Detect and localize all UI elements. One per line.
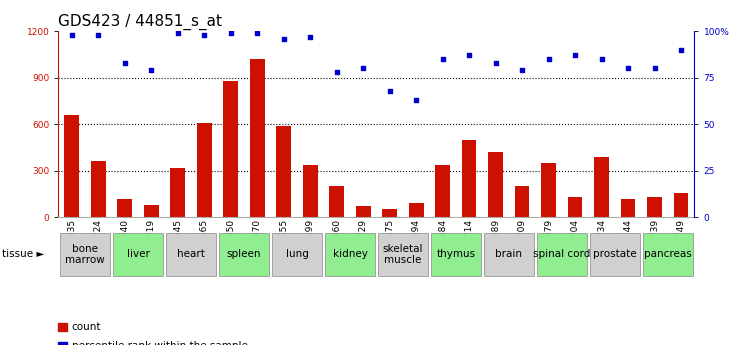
Text: heart: heart: [177, 249, 205, 259]
Bar: [224, 81, 238, 217]
Point: [490, 60, 501, 66]
Bar: [165, 233, 216, 276]
Bar: [197, 122, 211, 217]
Bar: [462, 140, 477, 217]
Text: count: count: [72, 322, 101, 332]
Bar: [382, 209, 397, 217]
Point: [543, 56, 555, 62]
Bar: [648, 197, 662, 217]
Point: [198, 32, 210, 38]
Point: [410, 97, 422, 103]
Text: spinal cord: spinal cord: [534, 249, 591, 259]
Text: kidney: kidney: [333, 249, 368, 259]
Point: [384, 88, 395, 93]
Point: [569, 52, 581, 58]
Point: [675, 47, 687, 52]
Text: spleen: spleen: [227, 249, 261, 259]
Bar: [330, 186, 344, 217]
Bar: [568, 197, 583, 217]
Bar: [91, 161, 105, 217]
Bar: [325, 233, 376, 276]
Bar: [436, 165, 450, 217]
Text: tissue ►: tissue ►: [2, 249, 45, 259]
Text: GDS423 / 44851_s_at: GDS423 / 44851_s_at: [58, 13, 222, 30]
Point: [516, 67, 528, 73]
Point: [145, 67, 157, 73]
Bar: [542, 163, 556, 217]
Bar: [118, 199, 132, 217]
Bar: [113, 233, 164, 276]
Point: [437, 56, 449, 62]
Point: [622, 66, 634, 71]
Bar: [219, 233, 270, 276]
Point: [596, 56, 607, 62]
Bar: [488, 152, 503, 217]
Point: [357, 66, 369, 71]
Bar: [409, 203, 423, 217]
Bar: [64, 115, 79, 217]
Text: lung: lung: [286, 249, 308, 259]
Bar: [537, 233, 588, 276]
Point: [649, 66, 661, 71]
Point: [225, 30, 237, 36]
Bar: [594, 157, 609, 217]
Text: skeletal
muscle: skeletal muscle: [383, 244, 423, 265]
Point: [463, 52, 475, 58]
Bar: [144, 205, 159, 217]
Bar: [643, 233, 694, 276]
Bar: [170, 168, 185, 217]
Point: [92, 32, 104, 38]
Bar: [377, 233, 428, 276]
Text: bone
marrow: bone marrow: [65, 244, 105, 265]
Point: [172, 30, 183, 36]
Bar: [59, 233, 110, 276]
Point: [251, 30, 263, 36]
Bar: [589, 233, 640, 276]
Point: [278, 36, 289, 41]
Text: pancreas: pancreas: [644, 249, 692, 259]
Bar: [250, 59, 265, 217]
Point: [331, 69, 343, 75]
Bar: [674, 193, 689, 217]
Text: thymus: thymus: [436, 249, 476, 259]
Bar: [515, 186, 529, 217]
Text: brain: brain: [496, 249, 523, 259]
Bar: [431, 233, 482, 276]
Text: liver: liver: [126, 249, 149, 259]
Text: percentile rank within the sample: percentile rank within the sample: [72, 341, 248, 345]
Point: [304, 34, 316, 39]
Bar: [356, 206, 371, 217]
Text: prostate: prostate: [593, 249, 637, 259]
Bar: [621, 199, 635, 217]
Point: [119, 60, 131, 66]
Point: [66, 32, 77, 38]
Bar: [276, 126, 291, 217]
Bar: [271, 233, 322, 276]
Bar: [483, 233, 534, 276]
Bar: [303, 165, 317, 217]
